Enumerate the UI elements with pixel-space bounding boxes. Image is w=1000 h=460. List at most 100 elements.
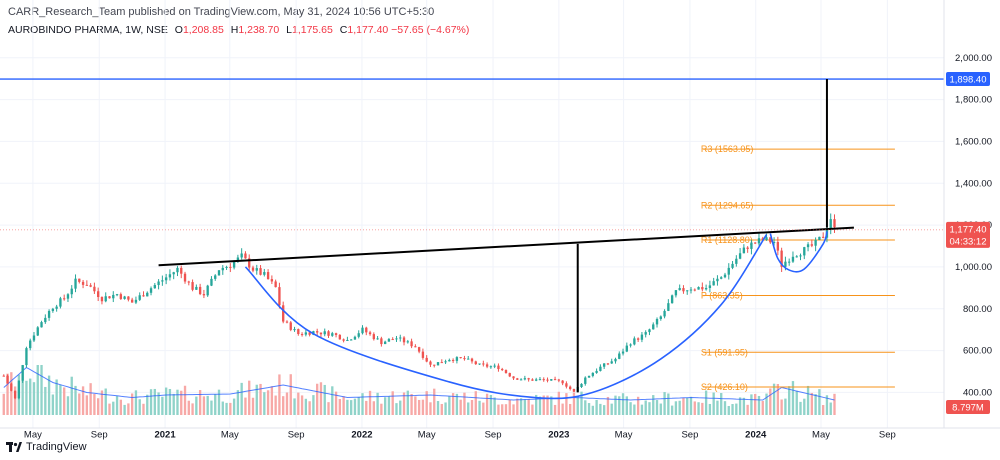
- volume-bar: [251, 397, 255, 415]
- time-tick-label: Sep: [485, 429, 502, 440]
- volume-bar: [602, 405, 606, 415]
- candle: [727, 267, 730, 275]
- volume-bar: [508, 399, 511, 415]
- candle: [17, 380, 21, 399]
- volume-bar: [240, 382, 243, 415]
- candle: [263, 272, 266, 275]
- candle: [599, 366, 602, 371]
- candle: [508, 373, 511, 377]
- candle: [240, 253, 243, 258]
- volume-bar: [138, 399, 141, 415]
- volume-bar: [708, 403, 712, 415]
- volume-bar: [516, 398, 519, 415]
- volume-bar: [803, 398, 806, 415]
- cup-curve: [244, 234, 768, 400]
- volume-bar: [349, 400, 353, 415]
- volume-bar: [383, 397, 387, 415]
- volume-bar: [625, 396, 628, 415]
- volume-bar: [414, 396, 417, 415]
- volume-bar: [134, 390, 138, 415]
- volume-bar: [572, 392, 576, 415]
- candle: [266, 272, 270, 280]
- candle: [738, 253, 742, 259]
- candle: [731, 263, 734, 268]
- candle: [788, 261, 791, 263]
- candle: [682, 288, 685, 292]
- volume-bar: [331, 386, 334, 415]
- candle: [225, 266, 228, 268]
- candle: [293, 329, 296, 331]
- volume-bar: [248, 380, 251, 415]
- candle: [652, 324, 655, 330]
- candle: [402, 337, 406, 343]
- volume-bar: [644, 400, 647, 415]
- volume-bar: [667, 393, 670, 415]
- candle: [138, 295, 141, 300]
- volume-bar: [553, 404, 557, 415]
- candle: [361, 327, 364, 334]
- volume-bar: [93, 393, 96, 415]
- candle: [550, 379, 553, 381]
- last-price-tag-label: 1,177.40: [950, 224, 987, 235]
- volume-bar: [391, 391, 394, 415]
- volume-bar: [32, 382, 36, 415]
- time-tick-label: May: [418, 429, 436, 440]
- volume-bar: [308, 401, 311, 415]
- candle: [297, 329, 300, 335]
- candle: [625, 345, 628, 352]
- candle: [501, 369, 504, 371]
- time-axis[interactable]: May Sep 2021 May Sep 2022 May Sep 2023 May Sep 2024…: [0, 427, 1000, 440]
- candle: [433, 364, 436, 366]
- candle: [704, 287, 708, 290]
- candle: [282, 305, 285, 322]
- candle: [765, 237, 768, 241]
- volume-bar: [746, 404, 749, 415]
- candle: [380, 338, 383, 345]
- volume-bar: [436, 401, 440, 415]
- volume-bar: [380, 403, 383, 415]
- volume-bar: [493, 397, 496, 415]
- candle: [565, 383, 568, 387]
- candle: [689, 289, 693, 291]
- volume-bar: [599, 403, 602, 415]
- volume-bar: [497, 404, 500, 415]
- volume-bar: [406, 390, 409, 415]
- volume-bar: [282, 396, 285, 415]
- candle: [221, 267, 224, 271]
- candle: [429, 361, 432, 365]
- candle: [833, 219, 836, 228]
- candle: [436, 362, 440, 366]
- candle: [244, 253, 247, 259]
- price-tick-label: 1,400.00: [955, 178, 992, 189]
- volume-bar: [584, 400, 587, 415]
- candle: [735, 258, 738, 264]
- candle: [595, 370, 598, 373]
- candle: [485, 364, 489, 367]
- volume-bar: [652, 395, 655, 415]
- candle: [542, 379, 545, 381]
- volume-bar: [346, 399, 349, 415]
- volume-bar: [712, 392, 715, 415]
- volume-bar: [293, 398, 296, 415]
- volume-bar: [531, 404, 534, 415]
- candle: [74, 278, 77, 289]
- candle: [478, 363, 481, 365]
- volume-bar: [221, 401, 224, 415]
- candle: [21, 365, 24, 381]
- volume-bar: [319, 382, 323, 415]
- pivot-level-label: S2 (426.10): [701, 382, 748, 392]
- volume-bar: [512, 404, 515, 415]
- volume-bar: [300, 395, 304, 415]
- volume-bar: [765, 393, 768, 415]
- price-axis[interactable]: 400.00600.00800.001,000.001,200.001,400.…: [943, 0, 992, 428]
- candle: [561, 380, 564, 384]
- volume-bar: [501, 404, 504, 415]
- volume-bar: [504, 404, 508, 415]
- candle: [232, 261, 236, 268]
- price-tick-label: 1,600.00: [955, 136, 992, 147]
- brand[interactable]: TradingView: [6, 441, 87, 453]
- volume-bar: [569, 403, 572, 415]
- volume-bar: [829, 402, 832, 415]
- volume-bar: [108, 403, 111, 415]
